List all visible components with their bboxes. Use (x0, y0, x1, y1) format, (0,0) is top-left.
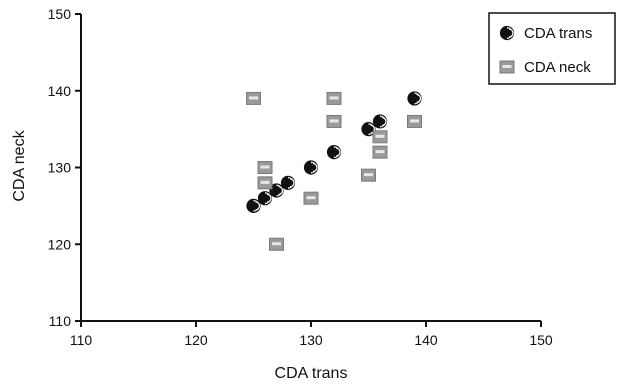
y-axis-label: CDA neck (11, 129, 28, 201)
data-point-cda-trans (280, 175, 296, 190)
legend: CDA trans CDA neck (488, 12, 616, 85)
axes: 110 120 130 140 150 110 120 130 140 150 (48, 6, 553, 348)
y-tick-label: 150 (48, 6, 72, 22)
data-point-cda-neck (407, 114, 422, 128)
data-point-cda-trans (246, 198, 261, 213)
x-ticks: 110 120 130 140 150 (70, 321, 553, 348)
data-point-cda-trans (372, 114, 388, 129)
x-tick-label: 140 (414, 332, 438, 348)
data-point-cda-neck (326, 114, 342, 128)
data-point-cda-neck (246, 91, 261, 105)
legend-marker-cda-neck (499, 60, 515, 74)
data-points (246, 91, 422, 251)
data-point-cda-neck (372, 145, 388, 159)
legend-marker-cda-trans (499, 25, 515, 41)
data-point-cda-neck (257, 161, 273, 174)
x-tick-label: 130 (299, 332, 323, 348)
legend-label: CDA neck (524, 59, 591, 76)
data-point-cda-neck (361, 168, 376, 182)
y-ticks: 110 120 130 140 150 (48, 6, 81, 329)
y-tick-label: 140 (48, 83, 72, 99)
y-tick-label: 130 (48, 160, 72, 176)
data-point-cda-trans (407, 91, 422, 106)
data-point-cda-trans (257, 191, 273, 206)
y-tick-label: 110 (49, 313, 72, 329)
legend-items: CDA trans CDA neck (499, 25, 592, 76)
legend-label: CDA trans (524, 25, 592, 42)
x-tick-label: 110 (70, 332, 93, 348)
data-point-cda-trans (326, 145, 342, 160)
data-point-cda-neck (326, 91, 342, 105)
data-point-cda-neck (303, 191, 319, 205)
y-tick-label: 120 (48, 236, 72, 252)
x-tick-label: 150 (529, 332, 553, 348)
x-tick-label: 120 (184, 332, 208, 348)
data-point-cda-trans (303, 160, 319, 175)
x-axis-label: CDA trans (275, 365, 348, 382)
data-point-cda-neck (257, 176, 273, 190)
data-point-cda-neck (269, 237, 284, 251)
data-point-cda-trans (361, 122, 376, 137)
data-point-cda-neck (372, 130, 388, 144)
